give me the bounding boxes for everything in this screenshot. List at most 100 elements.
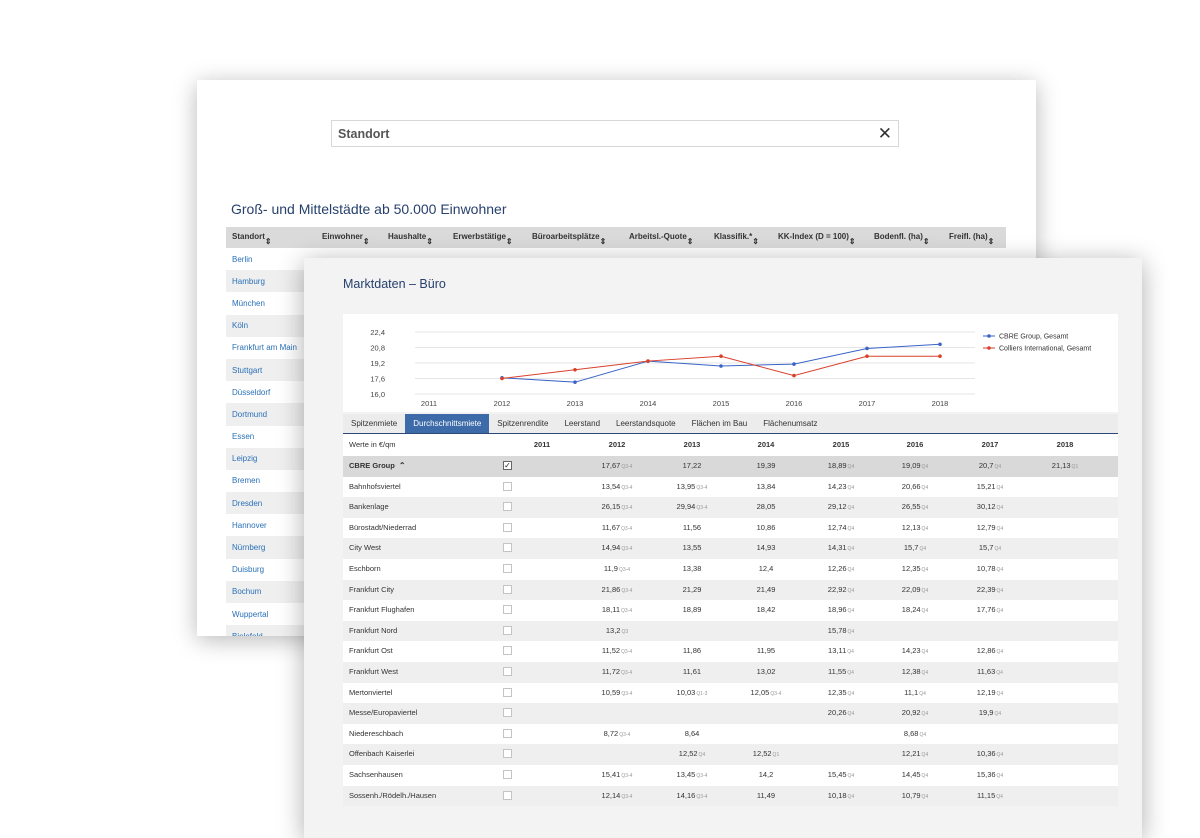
city-link[interactable]: Berlin <box>232 254 253 264</box>
row-checkbox[interactable] <box>503 769 512 779</box>
row-label: CBRE Group ⌃ <box>349 461 406 470</box>
value-text: 14,31 <box>827 543 847 553</box>
quarter-tag: Q4 <box>847 608 855 615</box>
x-tick-label: 2012 <box>494 399 511 408</box>
location-search[interactable]: Standort ✕ <box>331 120 899 147</box>
city-link[interactable]: Hannover <box>232 520 267 530</box>
year-header: 2017 <box>981 440 999 449</box>
value-text: 15,7 <box>978 543 994 553</box>
city-link[interactable]: Bremen <box>232 476 261 486</box>
row-label: Bahnhofsviertel <box>349 481 401 491</box>
year-header: 2018 <box>1056 440 1074 449</box>
tab-item[interactable]: Flächenumsatz <box>763 419 818 428</box>
value-text: 12,52 <box>752 749 772 759</box>
value-cell: 18,89Q4 <box>828 456 854 478</box>
group-row: CBRE Group ⌃ ✓ 17,67Q3-4 17,22 19,39 18,89Q4 19… <box>343 456 1118 477</box>
value-text: 11,56 <box>682 522 702 532</box>
quarter-tag: Q3-4 <box>770 690 782 697</box>
row-checkbox[interactable] <box>503 543 512 553</box>
value-cell: 11,61 <box>683 662 701 683</box>
row-checkbox[interactable] <box>503 563 512 573</box>
value-text: 19,39 <box>756 461 776 470</box>
data-point <box>792 362 796 366</box>
row-checkbox[interactable] <box>503 708 512 718</box>
row-checkbox[interactable] <box>503 728 512 738</box>
row-checkbox[interactable] <box>503 749 512 759</box>
quarter-tag: Q4 <box>921 772 929 779</box>
row-checkbox[interactable] <box>503 666 512 676</box>
value-text: 15,45 <box>827 769 847 779</box>
row-checkbox[interactable] <box>503 646 512 656</box>
column-header[interactable]: KK-Index (D = 100) ⇕ <box>778 232 856 246</box>
value-cell: 14,23Q4 <box>828 477 854 499</box>
value-text: 12,52 <box>678 749 698 759</box>
tab-item[interactable]: Spitzenmiete <box>351 419 398 428</box>
city-link[interactable]: Essen <box>232 432 255 442</box>
column-header[interactable]: Einwohner ⇕ <box>322 232 370 246</box>
value-text: 14,2 <box>758 769 774 779</box>
value-text: 12,26 <box>827 563 847 573</box>
city-link[interactable]: Duisburg <box>232 565 265 575</box>
chevron-up-icon[interactable]: ⌃ <box>398 461 406 470</box>
column-header[interactable]: Erwerbstätige ⇕ <box>453 232 513 246</box>
tab-item[interactable]: Flächen im Bau <box>691 419 748 428</box>
tab-item[interactable]: Durchschnittsmiete <box>405 414 490 433</box>
quarter-tag: Q3-4 <box>621 484 633 491</box>
row-checkbox[interactable] <box>503 502 512 512</box>
column-header[interactable]: Büroarbeitsplätze ⇕ <box>532 232 607 246</box>
rent-table-header: Werte in €/qm 2011 2012 2013 2014 2015 2016 201… <box>343 434 1118 456</box>
year-header: 2011 <box>533 440 551 449</box>
column-header[interactable]: Haushalte ⇕ <box>388 232 433 246</box>
row-checkbox[interactable] <box>503 481 512 491</box>
city-link[interactable]: München <box>232 298 265 308</box>
value-cell: 11,55Q4 <box>828 662 854 684</box>
row-checkbox[interactable]: ✓ <box>503 461 512 470</box>
table-row: Offenbach Kaiserlei 12,52Q4 12,52Q1 12,21Q4… <box>343 744 1118 765</box>
tab-item[interactable]: Leerstand <box>564 419 601 428</box>
value-cell: 21,13Q1 <box>1052 456 1078 478</box>
row-checkbox[interactable] <box>503 605 512 615</box>
value-cell: 10,59Q3-4 <box>602 683 633 705</box>
table-row: Mertonviertel 10,59Q3-4 10,03Q1-3 12,05Q3-4… <box>343 682 1118 705</box>
quarter-tag: Q4 <box>847 711 855 718</box>
column-header[interactable]: Standort ⇕ <box>232 232 272 246</box>
quarter-tag: Q1 <box>1071 464 1079 470</box>
quarter-tag: Q4 <box>698 752 706 759</box>
rent-chart-svg: 22,4 20,8 19,2 17,6 16,0 2011 2012 2013 2014 2015… <box>370 328 1091 408</box>
close-icon[interactable]: ✕ <box>877 124 892 143</box>
value-text: 11,9 <box>603 563 618 573</box>
row-checkbox[interactable] <box>503 687 512 697</box>
x-tick-label: 2016 <box>786 399 803 408</box>
quarter-tag: Q4 <box>994 711 1002 718</box>
city-table-header: Standort ⇕ Einwohner ⇕ Haushalte ⇕ Erwerbst… <box>226 227 1006 248</box>
value-cell: 12,26Q4 <box>828 559 854 581</box>
value-text: 20,92 <box>901 708 921 718</box>
tab-item[interactable]: Leerstandsquote <box>616 419 676 428</box>
data-point <box>938 354 942 359</box>
city-link[interactable]: Frankfurt am Main <box>232 343 297 353</box>
column-header[interactable]: Arbeitsl.-Quote ⇕ <box>629 232 694 246</box>
city-link[interactable]: Wuppertal <box>232 609 269 619</box>
row-checkbox[interactable] <box>503 584 512 594</box>
row-checkbox[interactable] <box>503 522 512 532</box>
value-cell: 20,7Q4 <box>979 456 1001 478</box>
row-checkbox[interactable] <box>503 625 512 635</box>
data-point <box>938 342 942 347</box>
value-cell: 12,35Q4 <box>902 559 928 581</box>
column-header[interactable]: Bodenfl. (ha) ⇕ <box>874 232 930 246</box>
column-header[interactable]: Freifl. (ha) ⇕ <box>949 232 995 246</box>
column-header[interactable]: Klassifik.* ⇕ <box>714 232 759 246</box>
value-cell: 19,39 <box>757 456 776 477</box>
value-cell: 10,86 <box>757 518 776 539</box>
sort-icon: ⇕ <box>264 237 272 246</box>
quarter-tag: Q4 <box>921 608 929 615</box>
row-label: Eschborn <box>349 563 381 573</box>
tab-item[interactable]: Spitzenrendite <box>497 419 549 428</box>
sort-icon: ⇕ <box>505 237 513 246</box>
value-text: 11,95 <box>756 646 776 656</box>
value-text: 28,05 <box>756 502 776 512</box>
city-link[interactable]: Düsseldorf <box>232 387 271 397</box>
value-cell: 13,38 <box>683 559 702 580</box>
row-checkbox[interactable] <box>503 790 512 800</box>
quarter-tag: Q3-4 <box>621 608 633 615</box>
